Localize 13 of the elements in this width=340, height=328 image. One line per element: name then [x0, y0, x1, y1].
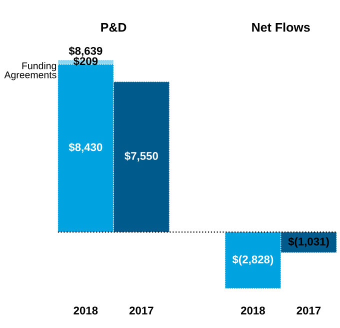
total-label: $8,639: [68, 46, 102, 56]
x-tick-label: 2018: [240, 306, 265, 314]
data-label: $(2,828): [232, 254, 274, 266]
data-label: $(1,031): [288, 237, 329, 248]
data-label: $209: [73, 56, 98, 66]
text: P&D: [101, 23, 126, 32]
x-tick-label: 2017: [129, 306, 154, 314]
x-tick-label: 2017: [296, 306, 321, 314]
data-label: $7,550: [124, 152, 158, 162]
series-label: Funding Agreements: [4, 62, 56, 80]
x-tick-label: 2018: [74, 306, 98, 314]
text: Net Flows: [252, 22, 310, 32]
data-label: $8,430: [68, 142, 102, 153]
